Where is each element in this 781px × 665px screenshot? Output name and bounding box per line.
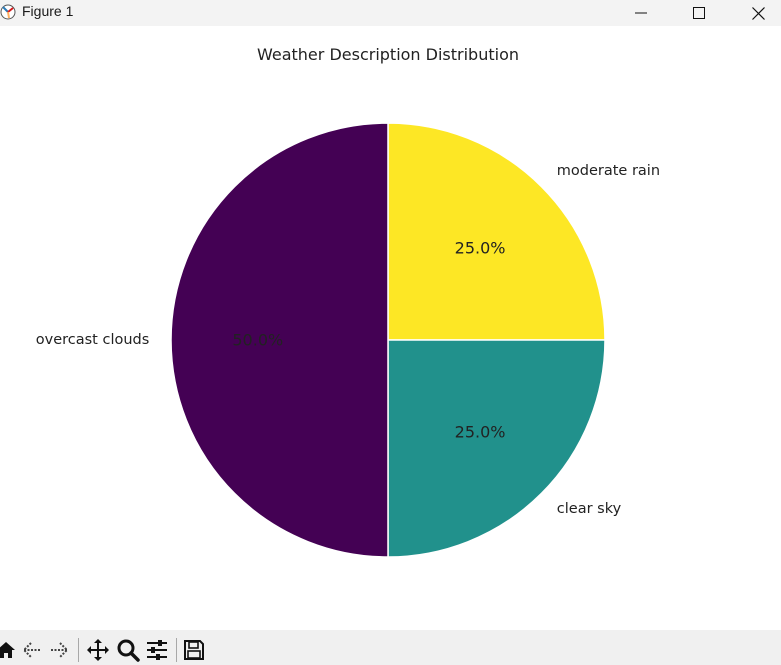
configure-button[interactable]: [145, 638, 169, 662]
back-button[interactable]: [20, 638, 44, 662]
maximize-icon: [693, 7, 705, 19]
save-button[interactable]: [182, 638, 206, 662]
toolbar-separator: [176, 638, 177, 662]
slice-category-label: overcast clouds: [36, 332, 150, 348]
save-icon: [184, 640, 204, 660]
slice-percent-label: 25.0%: [455, 238, 506, 257]
pie-slice: [170, 122, 389, 558]
pan-button[interactable]: [86, 638, 110, 662]
chart-title: Weather Description Distribution: [257, 45, 519, 64]
home-button[interactable]: [0, 638, 18, 662]
zoom-button[interactable]: [116, 638, 140, 662]
slice-category-label: clear sky: [557, 501, 622, 517]
minimize-icon: [635, 12, 647, 14]
window-title: Figure 1: [22, 3, 74, 19]
app-icon: [0, 4, 16, 20]
title-bar: Figure 1: [0, 0, 781, 26]
forward-icon: [50, 642, 69, 658]
back-icon: [22, 642, 41, 658]
close-button[interactable]: [735, 0, 781, 26]
navigation-toolbar: [0, 630, 781, 665]
configure-icon: [147, 640, 167, 660]
pie-slice: [387, 339, 606, 558]
pie-chart: Weather Description Distribution 25.0% mo…: [36, 45, 660, 558]
slice-percent-label: 50.0%: [232, 331, 283, 350]
home-icon: [0, 642, 15, 658]
forward-button[interactable]: [47, 638, 71, 662]
maximize-button[interactable]: [676, 0, 722, 26]
slice-percent-label: 25.0%: [455, 423, 506, 442]
minimize-button[interactable]: [618, 0, 664, 26]
plot-area: Weather Description Distribution 25.0% mo…: [0, 26, 781, 630]
zoom-icon: [117, 639, 140, 662]
pie-slice: [387, 122, 606, 341]
toolbar-separator: [78, 638, 79, 662]
close-icon: [751, 6, 765, 20]
pan-icon: [87, 639, 109, 661]
slice-category-label: moderate rain: [557, 163, 660, 179]
